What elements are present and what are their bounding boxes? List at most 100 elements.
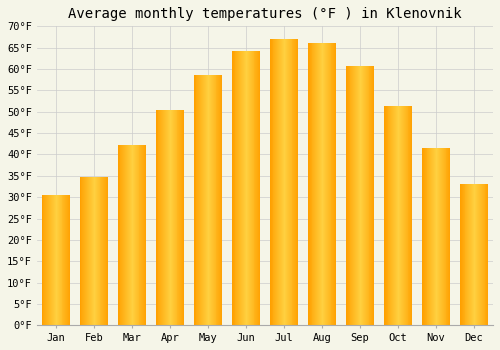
Bar: [42, 195, 43, 326]
Bar: [107, 177, 108, 326]
Bar: [131, 145, 132, 326]
Bar: [283, 38, 284, 326]
Bar: [212, 75, 214, 326]
Bar: [218, 75, 220, 326]
Bar: [104, 177, 105, 326]
Bar: [98, 177, 100, 326]
Bar: [82, 177, 84, 326]
Bar: [106, 177, 107, 326]
Bar: [408, 106, 410, 326]
Bar: [282, 38, 283, 326]
Bar: [211, 75, 212, 326]
Bar: [236, 51, 238, 326]
Bar: [246, 51, 247, 326]
Bar: [439, 148, 440, 326]
Bar: [486, 184, 488, 326]
Bar: [402, 106, 403, 326]
Bar: [310, 42, 312, 326]
Bar: [319, 42, 320, 326]
Bar: [352, 66, 354, 326]
Bar: [138, 145, 140, 326]
Bar: [356, 66, 357, 326]
Bar: [169, 110, 170, 326]
Bar: [158, 110, 160, 326]
Bar: [67, 195, 68, 326]
Bar: [162, 110, 163, 326]
Bar: [440, 148, 441, 326]
Bar: [238, 51, 240, 326]
Bar: [368, 66, 370, 326]
Bar: [91, 177, 92, 326]
Bar: [308, 42, 310, 326]
Bar: [243, 51, 244, 326]
Bar: [54, 195, 55, 326]
Bar: [326, 42, 328, 326]
Bar: [156, 110, 158, 326]
Bar: [296, 38, 297, 326]
Bar: [95, 177, 96, 326]
Bar: [203, 75, 204, 326]
Bar: [272, 38, 274, 326]
Bar: [358, 66, 359, 326]
Bar: [472, 184, 473, 326]
Bar: [202, 75, 203, 326]
Bar: [430, 148, 432, 326]
Bar: [355, 66, 356, 326]
Bar: [399, 106, 400, 326]
Bar: [207, 75, 208, 326]
Bar: [140, 145, 141, 326]
Bar: [200, 75, 201, 326]
Bar: [422, 148, 424, 326]
Bar: [332, 42, 334, 326]
Bar: [249, 51, 250, 326]
Bar: [468, 184, 469, 326]
Bar: [178, 110, 180, 326]
Bar: [398, 106, 399, 326]
Bar: [46, 195, 48, 326]
Bar: [84, 177, 86, 326]
Bar: [102, 177, 104, 326]
Bar: [478, 184, 479, 326]
Bar: [479, 184, 480, 326]
Bar: [477, 184, 478, 326]
Bar: [432, 148, 433, 326]
Bar: [170, 110, 171, 326]
Bar: [122, 145, 124, 326]
Bar: [464, 184, 466, 326]
Bar: [89, 177, 90, 326]
Bar: [270, 38, 272, 326]
Bar: [206, 75, 207, 326]
Bar: [441, 148, 442, 326]
Bar: [435, 148, 436, 326]
Bar: [433, 148, 434, 326]
Bar: [482, 184, 484, 326]
Bar: [92, 177, 93, 326]
Bar: [470, 184, 471, 326]
Bar: [279, 38, 280, 326]
Bar: [334, 42, 336, 326]
Bar: [165, 110, 166, 326]
Bar: [242, 51, 243, 326]
Bar: [126, 145, 127, 326]
Bar: [394, 106, 395, 326]
Bar: [130, 145, 131, 326]
Bar: [244, 51, 245, 326]
Bar: [444, 148, 446, 326]
Bar: [142, 145, 144, 326]
Bar: [128, 145, 129, 326]
Bar: [363, 66, 364, 326]
Bar: [324, 42, 325, 326]
Bar: [216, 75, 218, 326]
Bar: [204, 75, 205, 326]
Bar: [180, 110, 182, 326]
Bar: [129, 145, 130, 326]
Bar: [68, 195, 69, 326]
Bar: [460, 184, 462, 326]
Bar: [321, 42, 322, 326]
Bar: [287, 38, 288, 326]
Bar: [410, 106, 412, 326]
Bar: [274, 38, 276, 326]
Bar: [473, 184, 474, 326]
Bar: [160, 110, 162, 326]
Bar: [401, 106, 402, 326]
